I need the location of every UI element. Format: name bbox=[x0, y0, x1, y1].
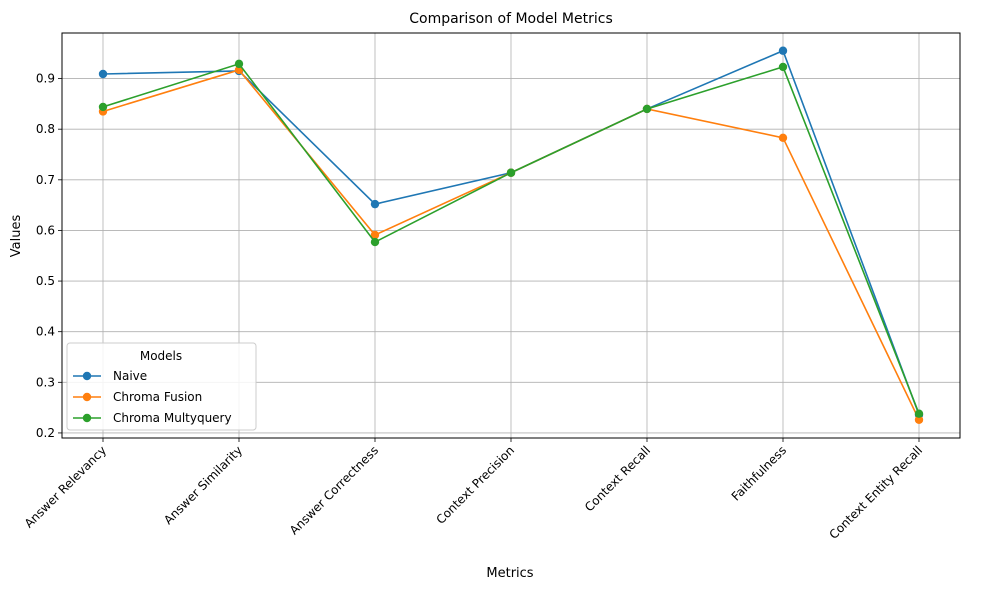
data-point bbox=[642, 104, 652, 114]
data-point bbox=[778, 46, 788, 55]
y-axis: 0.2 0.3 0.4 0.5 0.6 0.7 0.8 0.9 bbox=[36, 72, 62, 440]
x-tick-label: Context Entity Recall bbox=[826, 443, 925, 542]
y-tick-label: 0.6 bbox=[36, 223, 55, 237]
x-tick-label: Answer Relevancy bbox=[22, 443, 109, 530]
series-2 bbox=[98, 59, 924, 418]
x-tick-label: Faithfulness bbox=[729, 443, 789, 503]
legend-marker bbox=[82, 371, 92, 381]
legend-marker bbox=[82, 392, 92, 402]
x-axis: Answer Relevancy Answer Similarity Answer … bbox=[22, 438, 925, 542]
y-tick-label: 0.2 bbox=[36, 426, 55, 440]
chart-title: Comparison of Model Metrics bbox=[409, 11, 613, 27]
data-point bbox=[98, 69, 108, 79]
data-point bbox=[914, 415, 924, 424]
legend-box bbox=[66, 342, 257, 431]
data-point bbox=[370, 199, 380, 209]
data-point bbox=[234, 59, 244, 69]
x-tick-label: Answer Similarity bbox=[161, 443, 245, 527]
legend: Models Naive Chroma Fusion Chroma Multyque… bbox=[66, 342, 257, 431]
legend-title: Models bbox=[140, 349, 182, 363]
x-tick-label: Answer Correctness bbox=[287, 443, 381, 537]
data-point bbox=[98, 102, 108, 112]
series-layer bbox=[98, 46, 924, 424]
y-tick-label: 0.9 bbox=[36, 72, 55, 86]
data-point bbox=[778, 133, 788, 142]
data-point bbox=[778, 62, 788, 72]
data-point bbox=[370, 230, 380, 240]
legend-marker bbox=[82, 413, 92, 423]
x-tick-label: Context Precision bbox=[433, 443, 517, 527]
legend-label: Chroma Fusion bbox=[113, 390, 202, 404]
legend-label: Naive bbox=[113, 369, 147, 383]
data-point bbox=[370, 237, 380, 247]
y-tick-label: 0.4 bbox=[36, 325, 55, 339]
data-point bbox=[506, 168, 516, 177]
y-tick-label: 0.7 bbox=[36, 173, 55, 187]
x-axis-label: Metrics bbox=[486, 566, 533, 581]
y-tick-label: 0.5 bbox=[36, 274, 55, 288]
y-tick-label: 0.8 bbox=[36, 122, 55, 136]
x-tick-label: Context Recall bbox=[582, 443, 653, 514]
y-axis-label: Values bbox=[9, 215, 24, 258]
y-tick-label: 0.3 bbox=[36, 375, 55, 389]
legend-label: Chroma Multyquery bbox=[113, 411, 232, 425]
data-point bbox=[914, 409, 924, 418]
